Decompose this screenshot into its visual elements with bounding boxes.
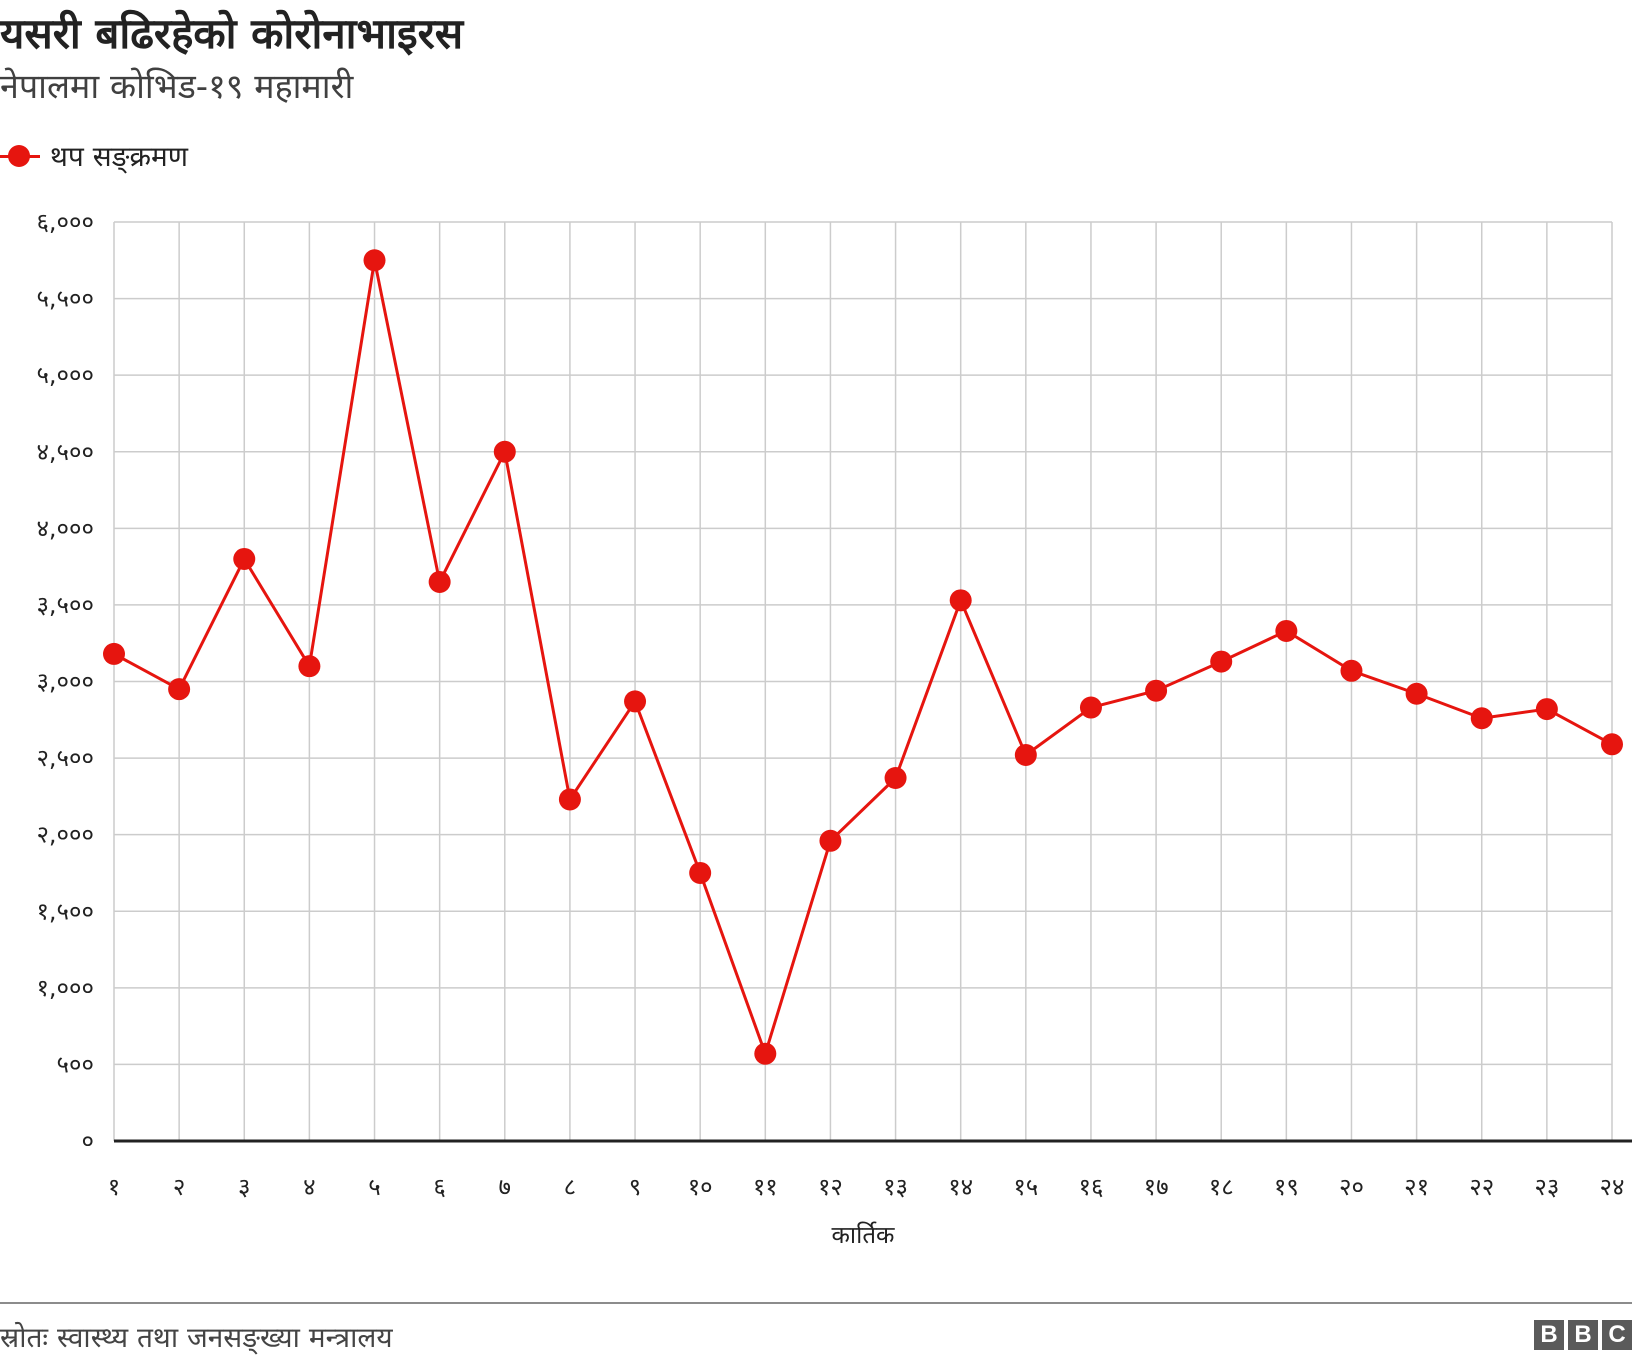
x-tick-label: ३ <box>238 1173 250 1201</box>
data-point <box>1340 659 1363 682</box>
x-tick-label: ११ <box>753 1173 778 1201</box>
footer-divider <box>0 1302 1632 1304</box>
x-tick-label: २१ <box>1404 1173 1429 1201</box>
x-tick-label: १५ <box>1013 1173 1038 1201</box>
bbc-logo-letter: B <box>1534 1320 1564 1350</box>
data-point <box>884 766 907 789</box>
grid-layer <box>113 221 1613 1141</box>
data-point <box>1014 744 1037 767</box>
x-tick-label: १६ <box>1078 1173 1103 1201</box>
bbc-logo-letter: C <box>1602 1320 1632 1350</box>
y-tick-label: ५,००० <box>36 361 94 389</box>
y-tick-label: ५,५०० <box>36 285 94 313</box>
x-tick-label: १८ <box>1209 1173 1234 1201</box>
data-point <box>428 570 451 593</box>
data-point <box>754 1042 777 1065</box>
y-tick-label: ४,५०० <box>36 438 94 466</box>
source-note: स्रोतः स्वास्थ्य तथा जनसङ्ख्या मन्त्रालय <box>0 1321 393 1354</box>
chart-subtitle: नेपालमा कोभिड-१९ महामारी <box>0 67 354 107</box>
chart-title: यसरी बढिरहेको कोरोनाभाइरस <box>0 9 464 58</box>
y-tick-label: ५०० <box>57 1050 94 1078</box>
x-tick-label: २२ <box>1469 1173 1494 1201</box>
x-tick-label: ५ <box>368 1173 380 1201</box>
legend-swatch-icon <box>0 136 44 176</box>
data-point <box>1405 682 1428 705</box>
y-tick-label: २,५०० <box>36 744 94 772</box>
x-tick-label: ६ <box>433 1173 445 1201</box>
series-line <box>113 258 1613 1056</box>
legend-label: थप सङ्क्रमण <box>50 140 188 173</box>
data-point <box>1470 707 1493 730</box>
y-tick-label: ० <box>82 1127 94 1155</box>
data-point <box>1275 619 1298 642</box>
data-point <box>298 655 321 678</box>
x-tick-label: १२ <box>818 1173 843 1201</box>
y-tick-label: ४,००० <box>36 514 94 542</box>
data-point <box>1079 696 1102 719</box>
data-point <box>1145 679 1168 702</box>
bbc-logo: B B C <box>1534 1320 1632 1350</box>
y-tick-label: ६,००० <box>36 208 94 236</box>
x-tick-label: ७ <box>499 1173 511 1201</box>
data-point <box>949 589 972 612</box>
x-axis-title: कार्तिक <box>832 1221 896 1249</box>
data-point <box>624 690 647 713</box>
data-point <box>363 249 386 272</box>
x-tick-label: १४ <box>948 1173 973 1201</box>
y-tick-label: ३,५०० <box>36 591 94 619</box>
line-chart: ० ५०० १,००० १,५०० २,००० २,५०० ३,००० ३,५०० ४,००० ४… <box>36 208 1632 1249</box>
x-tick-label: १७ <box>1144 1173 1169 1201</box>
y-tick-label: १,००० <box>36 974 94 1002</box>
x-tick-label: २४ <box>1600 1173 1625 1201</box>
bbc-logo-letter: B <box>1568 1320 1598 1350</box>
x-tick-label: ८ <box>564 1173 576 1201</box>
x-tick-label: १३ <box>883 1173 908 1201</box>
series-layer <box>103 249 1623 1065</box>
x-tick-label: २ <box>173 1173 185 1201</box>
x-tick-label: २० <box>1339 1173 1364 1201</box>
data-point <box>168 678 191 701</box>
data-point <box>103 642 125 665</box>
y-tick-label: २,००० <box>36 821 94 849</box>
x-tick-label: ४ <box>303 1173 315 1201</box>
data-point <box>1601 733 1623 756</box>
x-tick-label: २३ <box>1534 1173 1559 1201</box>
data-point <box>493 440 516 463</box>
x-tick-label: १० <box>688 1173 713 1201</box>
y-tick-label: १,५०० <box>36 897 94 925</box>
y-tick-label: ३,००० <box>36 668 94 696</box>
data-point <box>1535 698 1558 721</box>
legend: थप सङ्क्रमण <box>0 136 188 176</box>
data-point <box>233 547 256 570</box>
data-point <box>558 788 581 811</box>
data-point <box>689 861 712 884</box>
x-tick-label: ९ <box>629 1173 641 1201</box>
x-tick-label: १९ <box>1274 1173 1299 1201</box>
label-layer: ० ५०० १,००० १,५०० २,००० २,५०० ३,००० ३,५०० ४,००० ४… <box>36 208 1624 1249</box>
x-tick-label: १ <box>108 1173 120 1201</box>
data-point <box>1210 650 1233 673</box>
data-point <box>819 829 842 852</box>
